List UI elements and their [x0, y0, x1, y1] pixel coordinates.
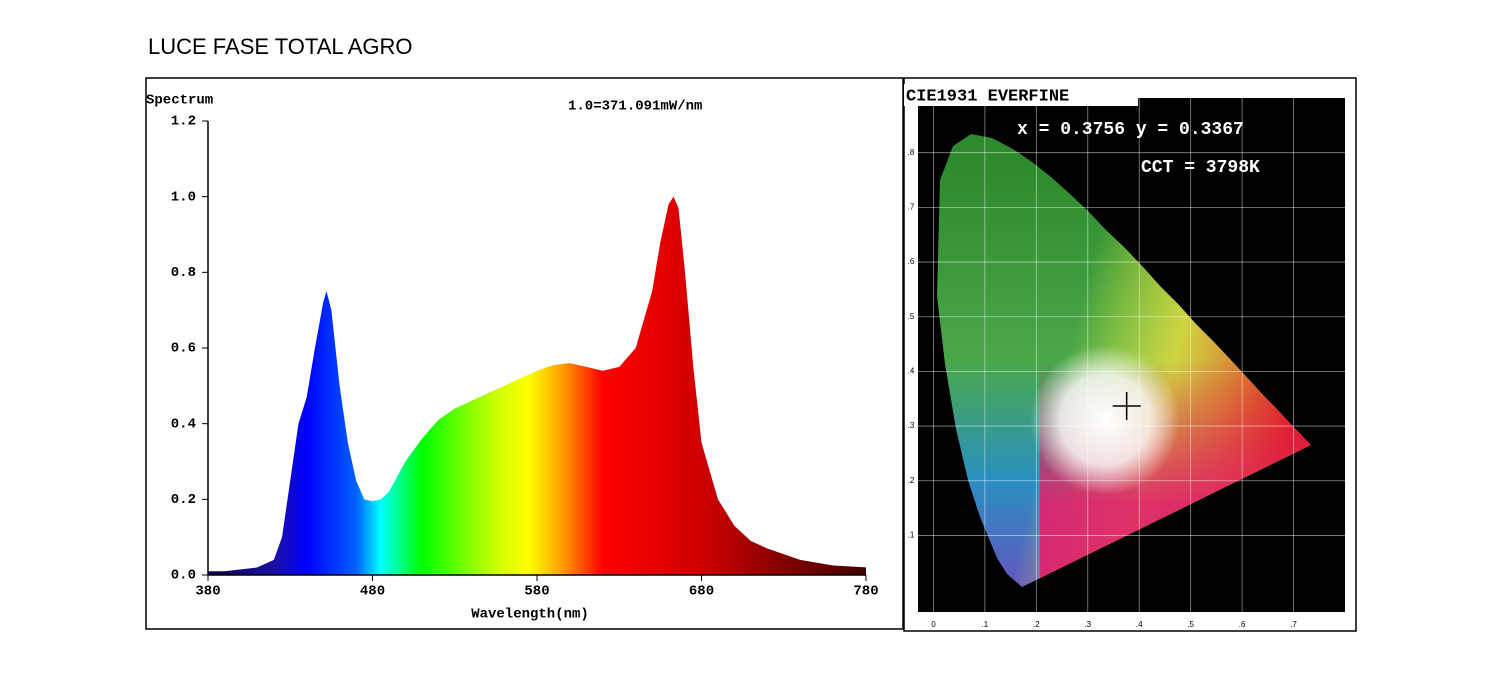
x-tick-label: .1	[982, 620, 989, 629]
x-tick-label: 0	[931, 620, 936, 629]
x-tick-label: 680	[689, 584, 714, 600]
y-tick-label: 0.8	[171, 265, 196, 281]
x-tick-label: 580	[524, 584, 549, 600]
y-tick-label: 1.0	[171, 189, 196, 205]
x-tick-label: .3	[1084, 620, 1091, 629]
cie-annotation: CCT = 3798K	[1141, 158, 1260, 178]
x-tick-label: .7	[1290, 620, 1297, 629]
x-axis-label: Wavelength(nm)	[471, 607, 589, 623]
annotation: 1.0=371.091mW/nm	[568, 99, 702, 115]
x-tick-label: .4	[1136, 620, 1143, 629]
y-tick-label: 0.6	[171, 341, 196, 357]
y-tick-label: 1.2	[171, 114, 196, 130]
y-tick-label: .5	[908, 312, 915, 321]
y-tick-label: .7	[908, 202, 915, 211]
y-tick-label: .1	[908, 531, 915, 540]
x-tick-label: 380	[195, 584, 220, 600]
cie-title: CIE1931 EVERFINE	[906, 87, 1069, 106]
x-tick-label: .2	[1033, 620, 1040, 629]
cie-annotation: x = 0.3756 y = 0.3367	[1017, 120, 1244, 140]
chromaticity-point	[1112, 392, 1141, 421]
y-tick-label: 0.0	[171, 568, 196, 584]
x-tick-label: 780	[853, 584, 878, 600]
cie-title-bg	[904, 84, 1138, 106]
y-tick-label: .4	[908, 367, 915, 376]
y-axis-label: Spectrum	[146, 93, 213, 109]
y-tick-label: 0.2	[171, 492, 196, 508]
y-tick-label: 0.4	[171, 416, 196, 432]
x-tick-label: .5	[1187, 620, 1194, 629]
y-tick-label: .6	[908, 257, 915, 266]
x-tick-label: .6	[1239, 620, 1246, 629]
y-tick-label: .2	[908, 476, 915, 485]
y-tick-label: .3	[908, 421, 915, 430]
page-title: LUCE FASE TOTAL AGRO	[148, 34, 413, 59]
y-tick-label: .8	[908, 148, 915, 157]
spectrum-area	[208, 196, 866, 575]
x-tick-label: 480	[360, 584, 385, 600]
